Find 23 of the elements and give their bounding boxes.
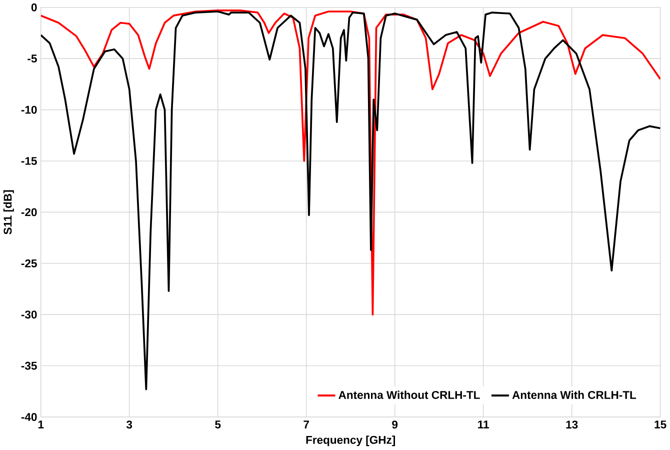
x-axis-title: Frequency [GHz] bbox=[306, 436, 395, 446]
x-tick-label: 11 bbox=[478, 420, 489, 429]
x-tick-label: 9 bbox=[392, 420, 398, 429]
x-tick-label: 7 bbox=[304, 420, 309, 429]
y-tick-label: -5 bbox=[28, 54, 37, 63]
x-tick-label: 3 bbox=[126, 420, 132, 429]
y-tick-label: -25 bbox=[21, 260, 37, 268]
legend-label: Antenna With CRLH-TL bbox=[512, 390, 636, 400]
y-tick-label: 0 bbox=[31, 4, 37, 12]
x-tick-label: 13 bbox=[566, 420, 578, 429]
y-tick-label: -35 bbox=[21, 362, 37, 370]
line-series bbox=[40, 10, 660, 390]
x-tick-label: 15 bbox=[654, 420, 666, 429]
line-series bbox=[40, 10, 660, 316]
y-tick-label: -20 bbox=[21, 208, 37, 216]
y-axis-title: S11 [dB] bbox=[3, 190, 14, 235]
y-tick-label: -40 bbox=[21, 413, 37, 422]
legend-label: Antenna Without CRLH-TL bbox=[338, 390, 480, 400]
x-tick-label: 5 bbox=[215, 420, 221, 429]
y-tick-label: -10 bbox=[21, 106, 37, 114]
y-tick-label: -15 bbox=[21, 157, 37, 166]
y-tick-label: -30 bbox=[21, 310, 37, 319]
x-tick-label: 1 bbox=[38, 420, 44, 429]
